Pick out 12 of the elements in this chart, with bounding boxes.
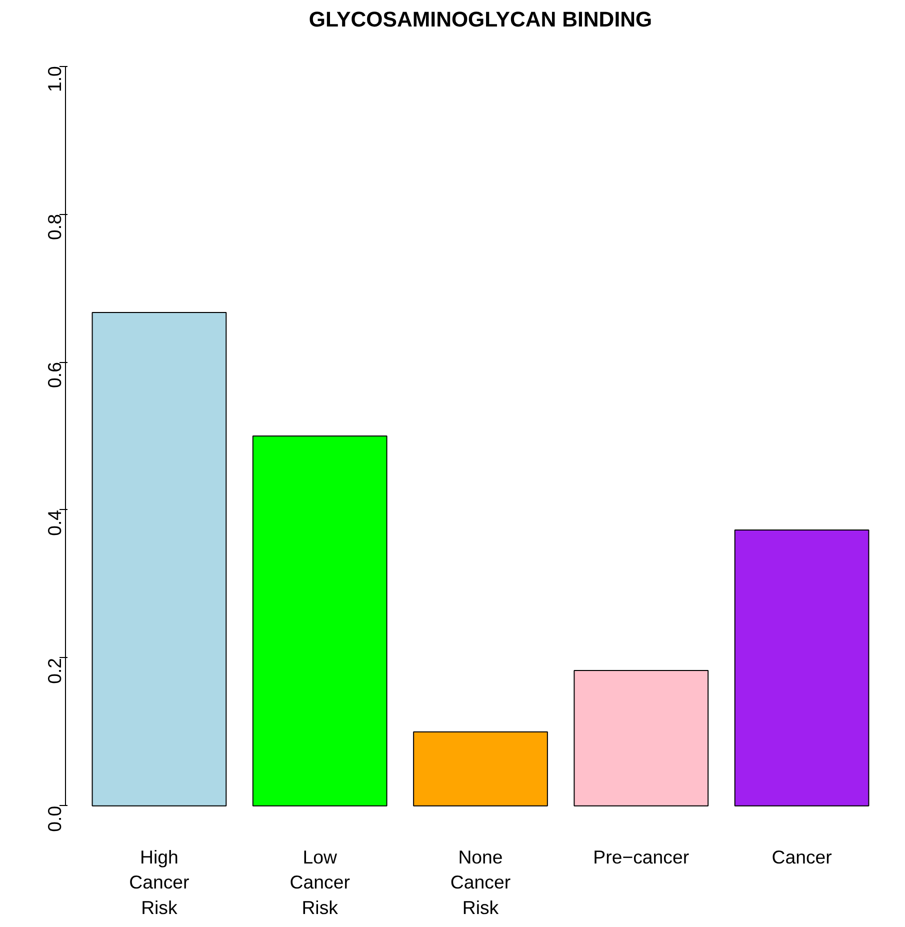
x-tick-label: Pre−cancer [593,846,690,868]
y-tick-label: 0.8 [44,214,65,240]
x-tick-label: High Cancer Risk [129,846,190,918]
y-tick-label: 0.0 [44,806,65,832]
x-tick-label: Cancer [772,846,832,868]
x-tick-label: None Cancer Risk [450,846,511,918]
y-tick-label: 0.6 [44,362,65,388]
y-tick-label: 0.4 [44,510,65,536]
x-tick-label: Low Cancer Risk [290,846,350,918]
y-tick-label: 1.0 [44,66,65,92]
y-tick-label: 0.2 [44,658,65,684]
chart-title: GLYCOSAMINOGLYCAN BINDING [308,8,652,32]
